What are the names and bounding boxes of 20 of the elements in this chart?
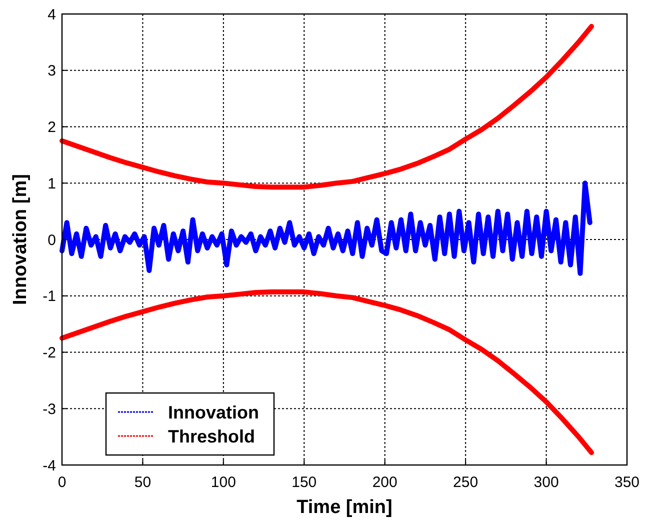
y-tick-label: 2 <box>48 119 56 136</box>
y-tick-label: -3 <box>42 400 56 418</box>
x-tick-label: 350 <box>614 474 640 491</box>
y-tick-label: 0 <box>48 232 56 249</box>
x-tick-label: 100 <box>210 474 236 491</box>
y-tick-label: 1 <box>48 175 56 192</box>
y-tick-label: 3 <box>48 62 56 80</box>
x-tick-label: 250 <box>453 474 478 491</box>
y-tick-label: -2 <box>42 344 56 362</box>
x-tick-label: 50 <box>134 474 152 491</box>
x-tick-label: 300 <box>534 474 559 491</box>
x-tick-label: 150 <box>292 474 317 491</box>
legend-label: Threshold <box>168 426 256 446</box>
legend-label: Innovation <box>168 402 259 422</box>
x-axis-title: Time [min] <box>296 497 392 518</box>
x-tick-label: 200 <box>372 474 398 491</box>
y-axis-title: Innovation [m] <box>10 174 31 305</box>
y-tick-label: -1 <box>42 288 56 306</box>
y-tick-label: 4 <box>48 6 56 24</box>
y-tick-label: -4 <box>42 457 56 474</box>
